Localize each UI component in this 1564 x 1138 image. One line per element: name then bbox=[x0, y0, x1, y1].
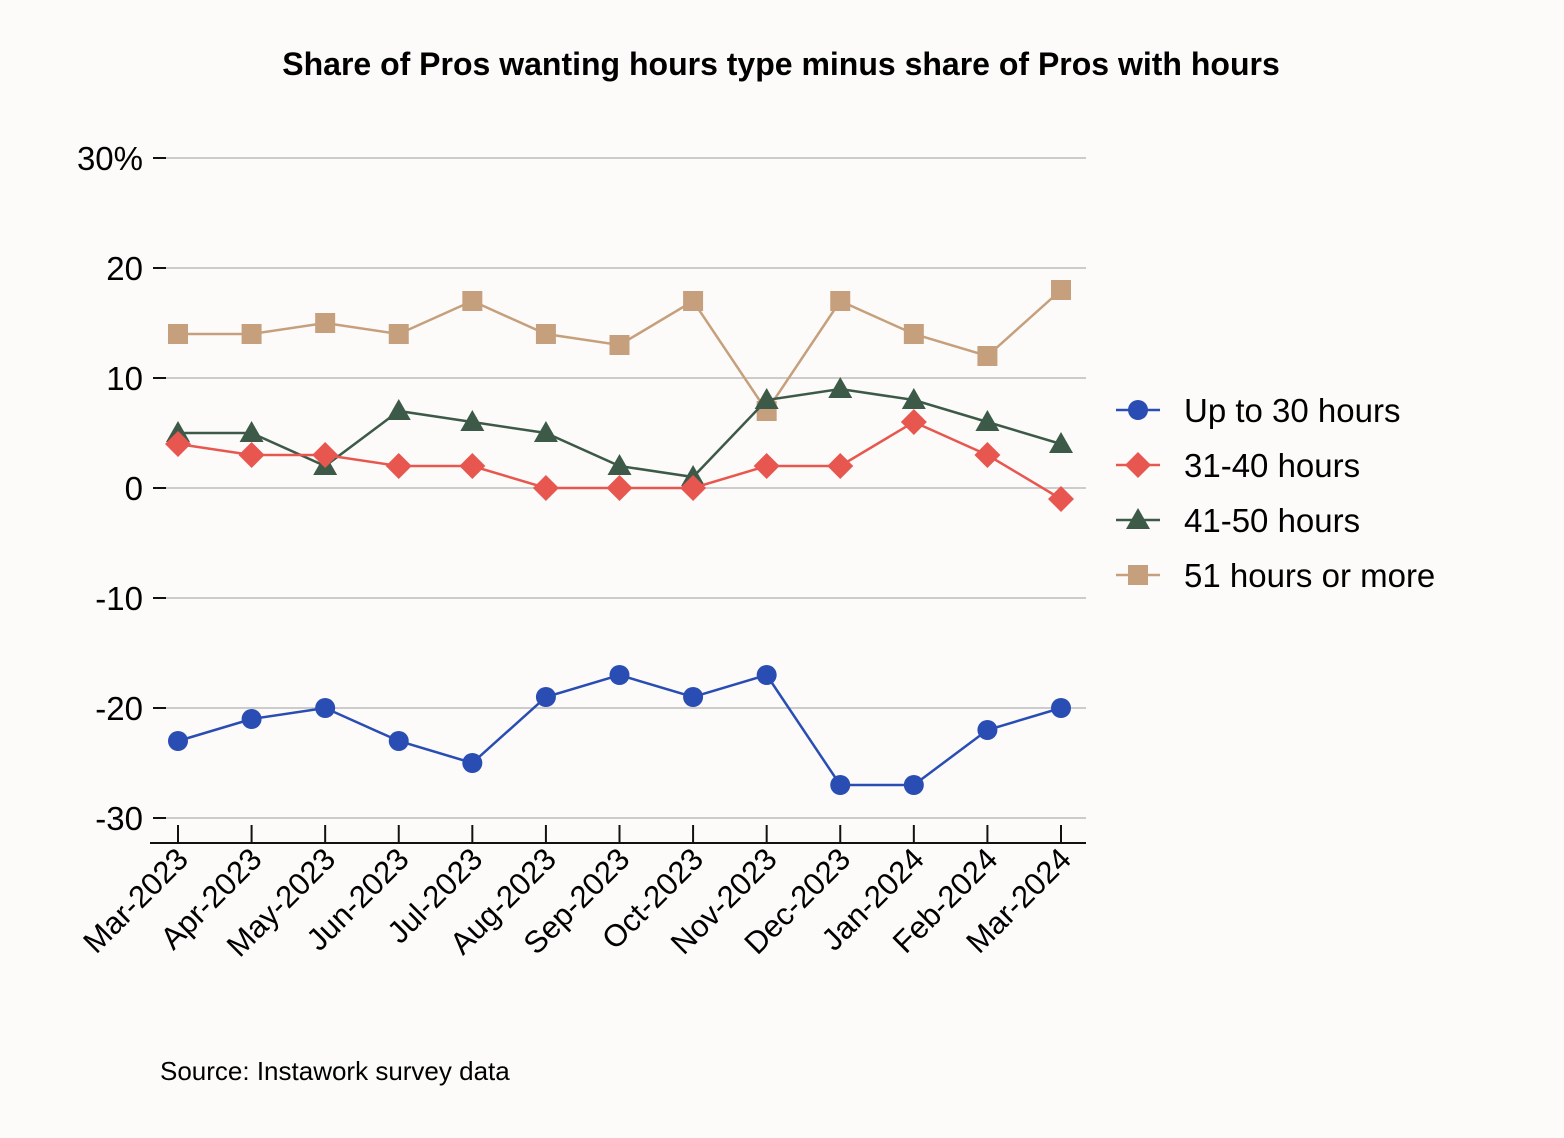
legend-item: 31-40 hours bbox=[1116, 447, 1360, 484]
data-point bbox=[827, 453, 854, 479]
data-point bbox=[533, 421, 558, 442]
data-point bbox=[680, 475, 707, 501]
y-tick-label: 30% bbox=[77, 140, 143, 177]
data-point bbox=[238, 442, 265, 468]
y-tick-label: -20 bbox=[95, 690, 143, 727]
series-up-to-30-hours bbox=[168, 665, 1071, 795]
data-point bbox=[974, 442, 1001, 468]
data-point bbox=[830, 775, 851, 795]
data-point bbox=[609, 665, 630, 685]
data-point bbox=[1051, 280, 1071, 300]
legend-marker bbox=[1128, 565, 1148, 585]
y-tick-label: 20 bbox=[106, 250, 143, 287]
data-point bbox=[459, 453, 486, 479]
data-point bbox=[462, 291, 483, 311]
source-note: Source: Instawork survey data bbox=[160, 1056, 510, 1086]
data-point bbox=[683, 687, 704, 707]
legend-marker bbox=[1128, 400, 1148, 420]
data-point bbox=[315, 698, 336, 718]
data-point bbox=[1048, 486, 1074, 512]
series-group bbox=[165, 280, 1074, 795]
data-point bbox=[241, 324, 262, 344]
data-point bbox=[903, 775, 924, 795]
data-point bbox=[977, 720, 998, 740]
data-point bbox=[168, 731, 188, 751]
series-31-40-hours bbox=[165, 409, 1074, 512]
x-axis-ticks: Mar-2023Apr-2023May-2023Jun-2023Jul-2023… bbox=[76, 825, 1078, 963]
data-point bbox=[1051, 698, 1071, 718]
data-point bbox=[830, 291, 851, 311]
y-tick-label: -10 bbox=[95, 580, 143, 617]
data-point bbox=[239, 421, 264, 442]
data-point bbox=[753, 453, 780, 479]
legend-label: 41-50 hours bbox=[1184, 502, 1360, 539]
legend-item: 51 hours or more bbox=[1116, 557, 1435, 594]
data-point bbox=[975, 410, 1000, 431]
legend-marker bbox=[1126, 508, 1150, 529]
legend-label: Up to 30 hours bbox=[1184, 392, 1400, 429]
legend-marker bbox=[1125, 452, 1151, 478]
data-point bbox=[609, 335, 630, 355]
data-point bbox=[901, 388, 926, 409]
data-point bbox=[386, 399, 411, 420]
data-point bbox=[165, 431, 191, 457]
data-point bbox=[900, 409, 927, 435]
data-point bbox=[535, 324, 556, 344]
data-point bbox=[977, 346, 998, 366]
y-axis-ticks: 30% 20 10 0 -10 -20 -30 bbox=[77, 140, 166, 837]
data-point bbox=[683, 291, 704, 311]
gridlines bbox=[155, 157, 1086, 819]
data-point bbox=[756, 665, 777, 685]
legend-item: 41-50 hours bbox=[1116, 502, 1360, 539]
legend-label: 31-40 hours bbox=[1184, 447, 1360, 484]
legend-item: Up to 30 hours bbox=[1116, 392, 1400, 429]
data-point bbox=[460, 410, 485, 431]
data-point bbox=[462, 753, 483, 773]
data-point bbox=[607, 454, 632, 475]
data-point bbox=[385, 453, 412, 479]
data-point bbox=[1049, 432, 1073, 453]
data-point bbox=[828, 377, 853, 398]
series-line bbox=[177, 673, 1062, 787]
data-point bbox=[241, 709, 262, 729]
data-point bbox=[315, 313, 336, 333]
data-point bbox=[606, 475, 633, 501]
legend: Up to 30 hours 31-40 hours 41-50 hours 51 h… bbox=[1116, 392, 1435, 594]
data-point bbox=[388, 324, 409, 344]
data-point bbox=[535, 687, 556, 707]
data-point bbox=[754, 388, 779, 409]
legend-label: 51 hours or more bbox=[1184, 557, 1435, 594]
y-tick-label: 10 bbox=[106, 360, 143, 397]
data-point bbox=[532, 475, 559, 501]
data-point bbox=[388, 731, 409, 751]
chart-title: Share of Pros wanting hours type minus s… bbox=[282, 46, 1279, 82]
y-tick-label: -30 bbox=[95, 800, 143, 837]
series-51-hours-or-more bbox=[168, 280, 1071, 421]
data-point bbox=[168, 324, 188, 344]
y-tick-label: 0 bbox=[125, 470, 143, 507]
data-point bbox=[903, 324, 924, 344]
data-point bbox=[312, 442, 339, 468]
